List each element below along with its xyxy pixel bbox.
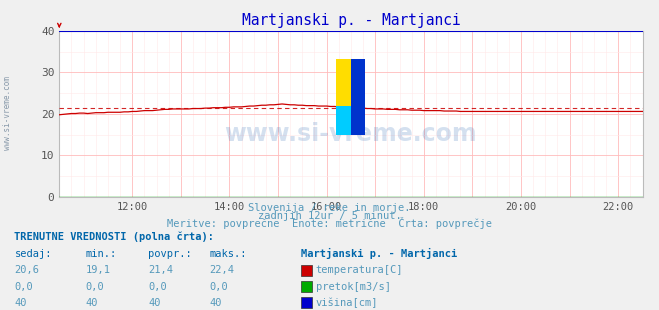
Text: višina[cm]: višina[cm] xyxy=(316,297,378,308)
Text: povpr.:: povpr.: xyxy=(148,249,192,259)
Text: 0,0: 0,0 xyxy=(148,281,167,291)
Text: 0,0: 0,0 xyxy=(86,281,104,291)
Text: 40: 40 xyxy=(86,298,98,308)
Text: Meritve: povprečne  Enote: metrične  Črta: povprečje: Meritve: povprečne Enote: metrične Črta:… xyxy=(167,217,492,229)
Text: 0,0: 0,0 xyxy=(210,281,228,291)
Text: www.si-vreme.com: www.si-vreme.com xyxy=(225,122,477,146)
Text: maks.:: maks.: xyxy=(210,249,247,259)
Text: temperatura[C]: temperatura[C] xyxy=(316,265,403,275)
Text: 40: 40 xyxy=(210,298,222,308)
Text: TRENUTNE VREDNOSTI (polna črta):: TRENUTNE VREDNOSTI (polna črta): xyxy=(14,232,214,242)
Text: 20,6: 20,6 xyxy=(14,265,40,275)
Text: 21,4: 21,4 xyxy=(148,265,173,275)
Text: 40: 40 xyxy=(14,298,27,308)
Text: 0,0: 0,0 xyxy=(14,281,33,291)
Text: zadnjih 12ur / 5 minut.: zadnjih 12ur / 5 minut. xyxy=(258,211,401,221)
Bar xyxy=(336,106,351,135)
Text: 22,4: 22,4 xyxy=(210,265,235,275)
Title: Martjanski p. - Martjanci: Martjanski p. - Martjanci xyxy=(242,13,460,29)
Text: pretok[m3/s]: pretok[m3/s] xyxy=(316,281,391,291)
Text: Martjanski p. - Martjanci: Martjanski p. - Martjanci xyxy=(301,248,457,259)
Text: www.si-vreme.com: www.si-vreme.com xyxy=(3,76,13,150)
Bar xyxy=(336,59,351,106)
Text: 19,1: 19,1 xyxy=(86,265,111,275)
Text: 40: 40 xyxy=(148,298,161,308)
Bar xyxy=(351,59,366,135)
Text: min.:: min.: xyxy=(86,249,117,259)
Text: sedaj:: sedaj: xyxy=(14,249,52,259)
Text: Slovenija / reke in morje.: Slovenija / reke in morje. xyxy=(248,203,411,213)
